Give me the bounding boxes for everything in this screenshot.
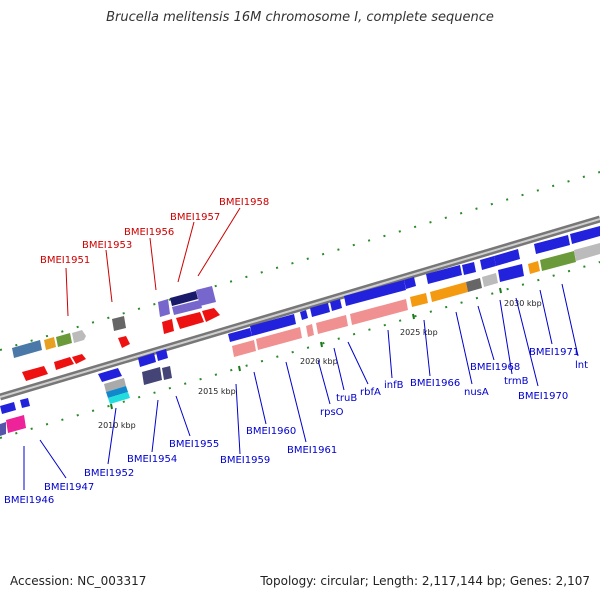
gene-block[interactable] [0,422,6,436]
gene-label[interactable]: BMEI1957 [170,212,220,223]
gene-block[interactable] [350,299,408,325]
gene-block[interactable] [104,378,126,392]
bottom-labels: BMEI1946 BMEI1947 BMEI1952 BMEI1954 BMEI… [4,347,588,506]
bottom-leader-lines [23,283,579,490]
gene-label[interactable]: BMEI1953 [82,240,132,251]
gene-block[interactable] [162,319,174,334]
gene-block[interactable] [72,354,86,364]
gene-block[interactable] [574,243,600,261]
top-labels: BMEI1951 BMEI1953 BMEI1956 BMEI1957 BMEI… [40,197,269,266]
gene-block[interactable] [426,265,462,284]
gene-block[interactable] [534,235,570,254]
inner-guide-ring [0,261,600,439]
gene-block[interactable] [316,315,348,334]
gene-block[interactable] [570,226,600,244]
gene-block[interactable] [142,367,162,385]
map-title: Brucella melitensis 16M chromosome I, co… [106,10,494,25]
gene-block[interactable] [480,256,496,270]
gene-block[interactable] [0,402,16,414]
gene-block[interactable] [162,366,172,380]
gene-block[interactable] [112,316,126,331]
gene-label[interactable]: BMEI1961 [287,445,337,456]
gene-block[interactable] [56,333,72,347]
gene-label[interactable]: BMEI1971 [529,347,579,358]
ruler-label: 2030 kbp [504,299,542,308]
gene-block[interactable] [98,368,122,382]
gene-block[interactable] [410,293,428,307]
gene-block[interactable] [540,251,576,271]
gene-block[interactable] [54,357,74,370]
gene-label[interactable]: BMEI1955 [169,439,219,450]
gene-label[interactable]: rbfA [360,387,381,398]
ruler-ticks [110,287,502,410]
top-leader-lines [65,207,241,317]
gene-label[interactable]: BMEI1970 [518,391,568,402]
gene-label[interactable]: BMEI1947 [44,482,94,493]
gene-block[interactable] [22,366,48,381]
gene-label[interactable]: truB [336,393,357,404]
ruler-label: 2025 kbp [400,328,438,337]
gene-block[interactable] [310,303,330,317]
gene-label[interactable]: trmB [504,376,529,387]
gene-label[interactable]: BMEI1959 [220,455,270,466]
gene-block[interactable] [202,308,220,322]
gene-label[interactable]: BMEI1968 [470,362,520,373]
gene-label[interactable]: BMEI1956 [124,227,174,238]
gene-block[interactable] [196,286,216,306]
gene-block[interactable] [306,324,314,337]
gene-block[interactable] [466,278,482,292]
gene-block[interactable] [6,415,26,433]
gene-block[interactable] [176,312,204,329]
gene-block[interactable] [12,340,42,358]
gene-block[interactable] [20,398,30,408]
gene-block[interactable] [232,340,256,357]
gene-block[interactable] [72,330,86,343]
gene-label[interactable]: BMEI1951 [40,255,90,266]
gene-block[interactable] [108,392,130,404]
genes-reverse-strand [0,226,600,436]
ruler-label: 2015 kbp [198,387,236,396]
gene-block[interactable] [44,337,56,350]
genes-forward-strand [12,243,600,381]
accession-text: Accession: NC_003317 [10,574,147,588]
gene-block[interactable] [430,282,468,302]
gene-label[interactable]: BMEI1958 [219,197,269,208]
gene-block[interactable] [228,328,252,342]
gene-label[interactable]: BMEI1954 [127,454,177,465]
gene-block[interactable] [498,264,524,282]
gene-block[interactable] [156,349,168,361]
gene-block[interactable] [462,262,476,275]
gene-block[interactable] [256,327,302,350]
backbone-highlight [0,218,600,398]
gene-label[interactable]: infB [384,380,404,391]
gene-block[interactable] [528,261,540,274]
gene-block[interactable] [330,299,342,311]
gene-label[interactable]: nusA [464,387,489,398]
gene-block[interactable] [170,291,198,306]
gene-label[interactable]: BMEI1946 [4,495,54,506]
gene-block[interactable] [158,299,170,317]
gene-label[interactable]: lnt [575,360,588,371]
gene-block[interactable] [344,280,406,306]
gene-block[interactable] [106,386,128,398]
gene-label[interactable]: BMEI1960 [246,426,296,437]
gene-block[interactable] [482,273,498,287]
gene-label[interactable]: BMEI1966 [410,378,460,389]
gene-block[interactable] [494,249,520,266]
gene-block[interactable] [250,314,296,336]
gene-block[interactable] [404,277,416,289]
gene-block[interactable] [118,336,130,348]
gene-block[interactable] [138,353,156,367]
gene-block[interactable] [172,300,202,315]
ruler-label: 2010 kbp [98,421,136,430]
topology-summary: Topology: circular; Length: 2,117,144 bp… [260,574,590,588]
gene-block[interactable] [300,310,308,320]
gene-label[interactable]: rpsO [320,407,344,418]
gene-label[interactable]: BMEI1952 [84,468,134,479]
